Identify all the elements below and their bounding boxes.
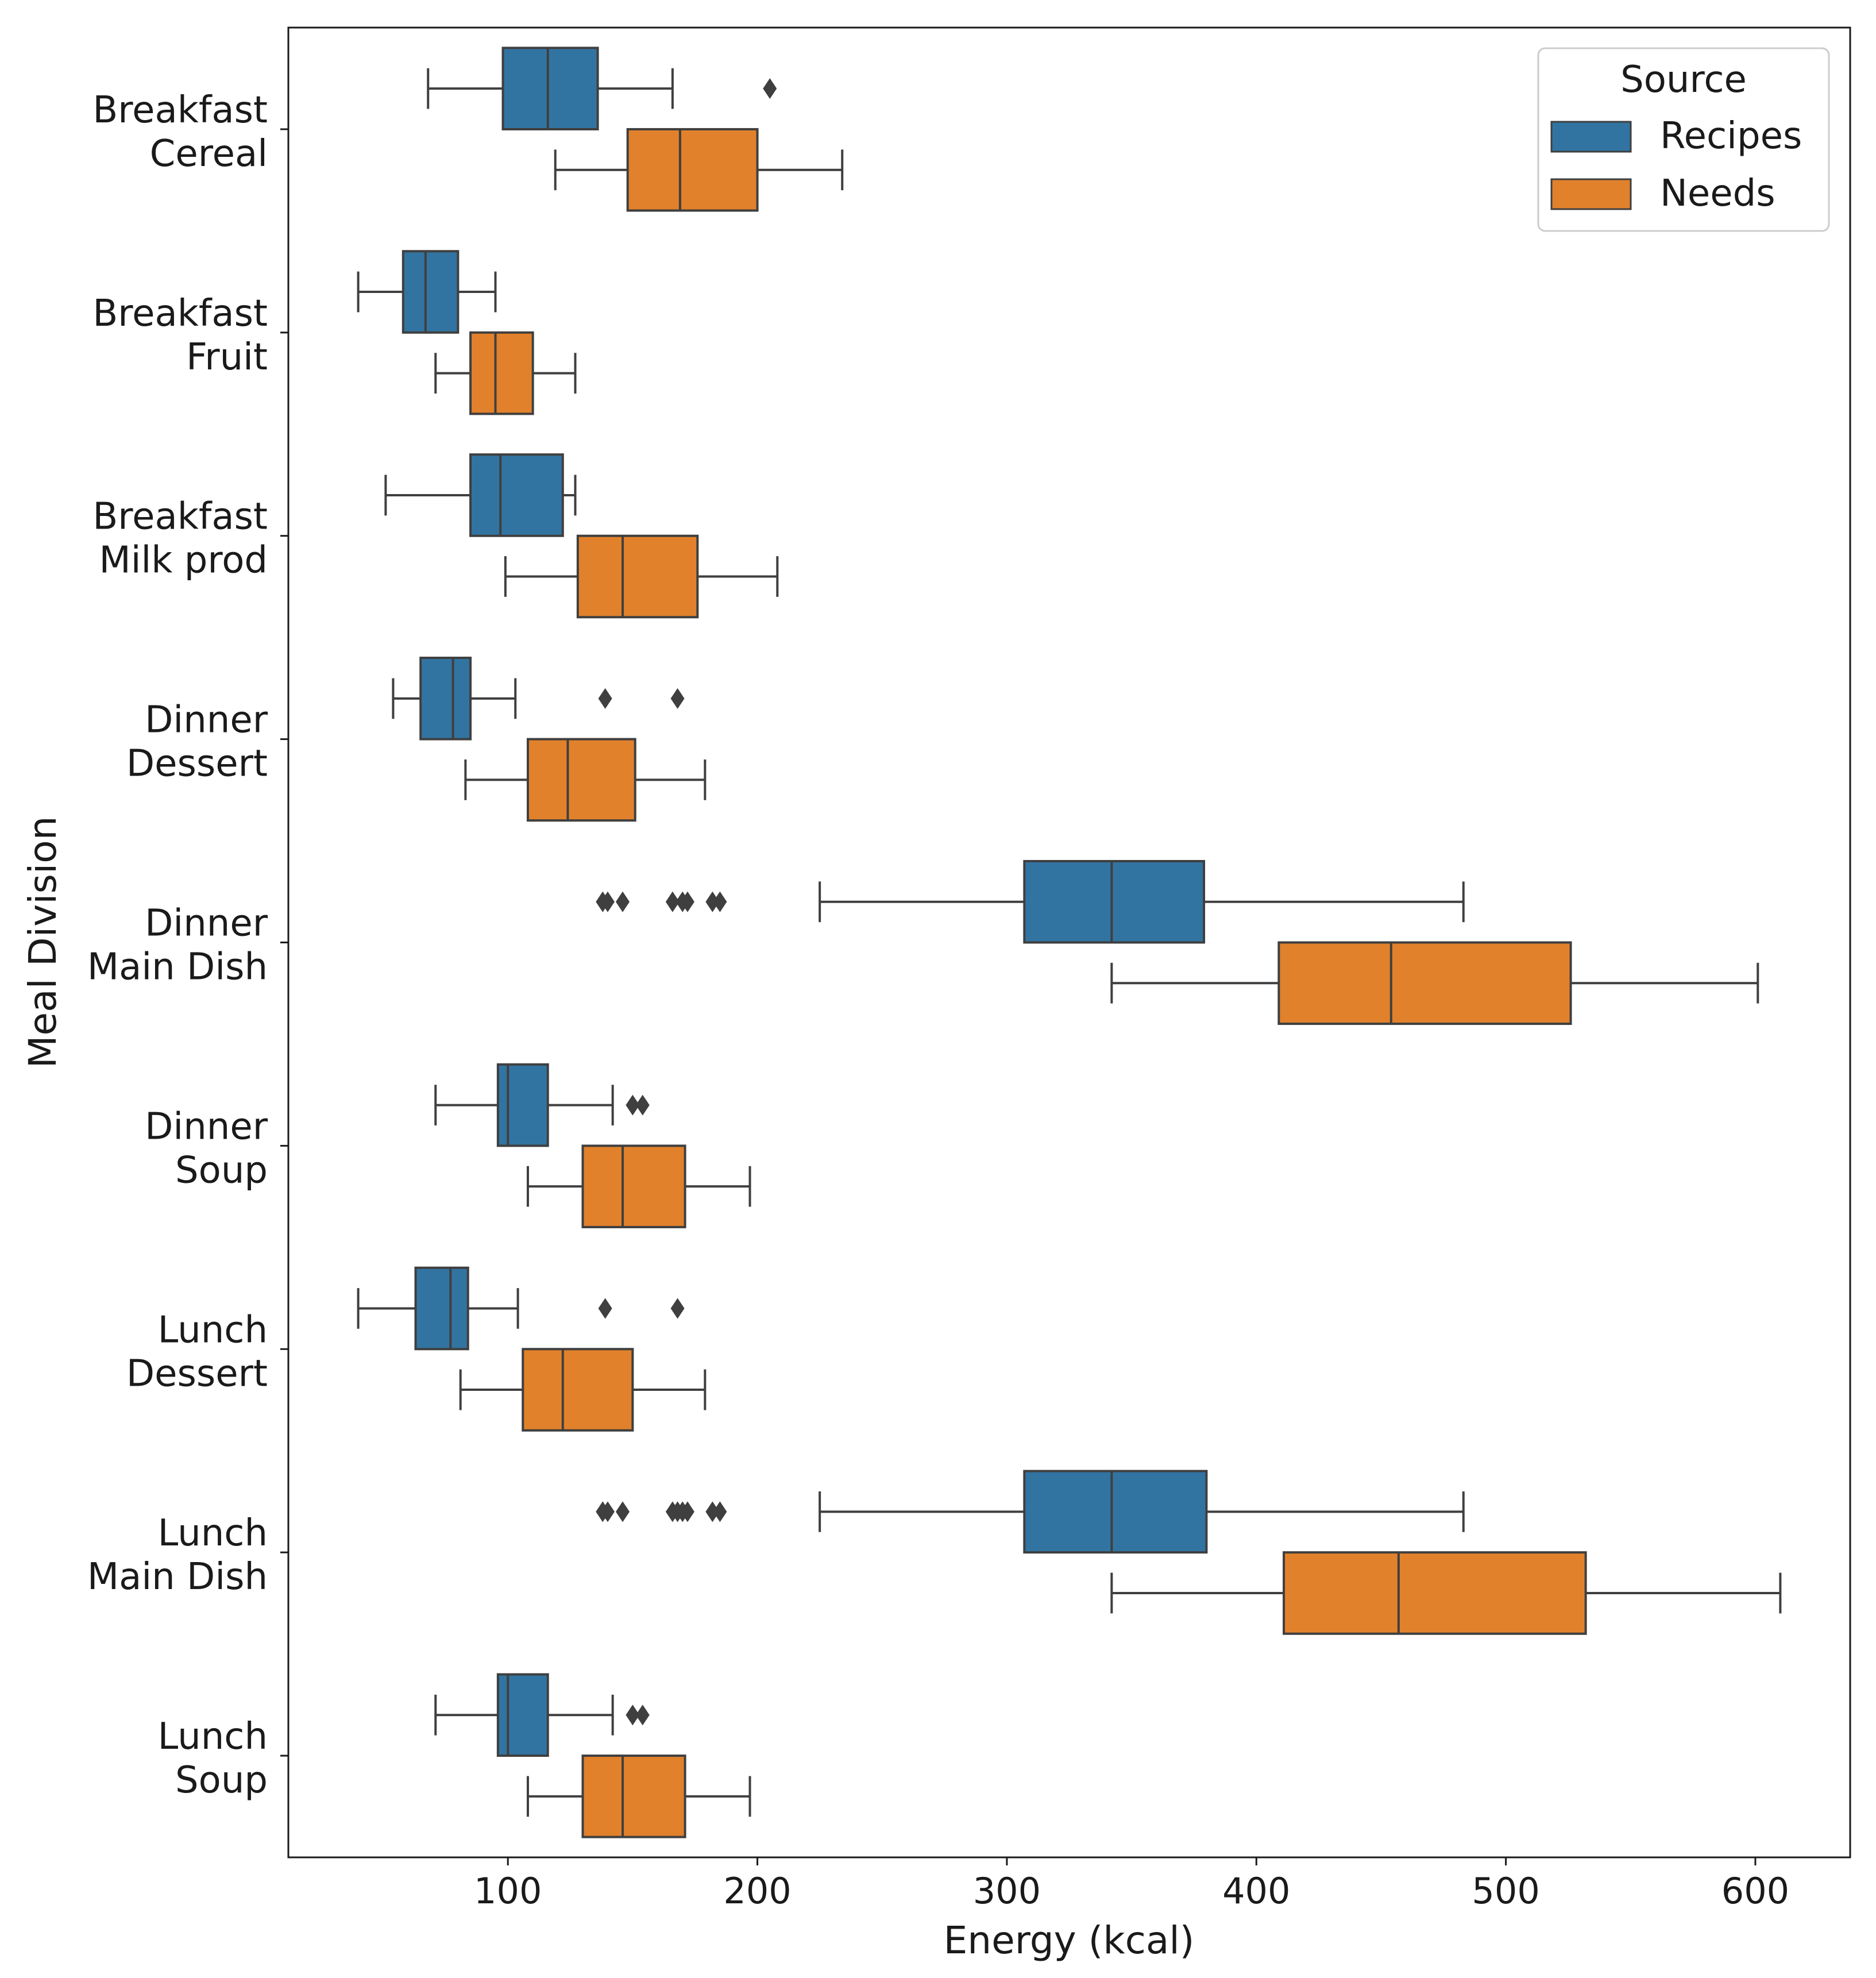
box-recipes-5 [434, 1063, 650, 1147]
box-iqr [576, 534, 699, 619]
box-iqr [496, 1673, 549, 1757]
category-label-line2: Main Dish [87, 1556, 268, 1598]
plot-area [357, 47, 1782, 1838]
category-label-line2: Dessert [126, 1352, 268, 1395]
box-iqr [469, 331, 534, 415]
category-label-line2: Cereal [150, 133, 268, 175]
outlier-point [680, 891, 694, 912]
box-iqr [1023, 859, 1206, 944]
outlier-point [713, 1501, 727, 1522]
category-label-line1: Breakfast [92, 292, 268, 335]
outlier-point [705, 1501, 720, 1522]
category-label-line1: Dinner [145, 1105, 268, 1148]
box-iqr [1283, 1551, 1587, 1635]
box-recipes-8 [434, 1673, 650, 1757]
category-label-line1: Lunch [158, 1715, 268, 1758]
outlier-point [670, 1298, 685, 1319]
box-iqr [402, 250, 460, 334]
box-iqr [581, 1144, 686, 1228]
category-label-line2: Soup [175, 1759, 268, 1802]
legend-swatch-needs [1550, 178, 1632, 210]
box-recipes-4 [596, 859, 1465, 944]
box-needs-8 [526, 1755, 751, 1838]
category-label-line1: Dinner [145, 699, 268, 742]
box-needs-0 [554, 128, 844, 212]
category-label-line2: Fruit [186, 336, 268, 379]
box-iqr [1023, 1470, 1208, 1554]
outlier-point [635, 1094, 650, 1116]
category-label-line2: Milk prod [99, 539, 268, 582]
outlier-point [600, 891, 615, 912]
y-axis-label: Meal Division [21, 816, 65, 1069]
box-needs-1 [434, 331, 577, 415]
outlier-point [626, 1705, 640, 1726]
x-tick-label-400: 400 [1222, 1870, 1290, 1912]
legend-label-needs: Needs [1660, 172, 1775, 215]
outlier-point [616, 1501, 630, 1522]
category-label-line1: Dinner [145, 903, 268, 945]
x-tick-label-600: 600 [1721, 1870, 1789, 1912]
category-label-line2: Main Dish [87, 946, 268, 989]
y-axis: BreakfastCerealBreakfastFruitBreakfastMi… [87, 89, 288, 1802]
legend: Source Recipes Needs [1537, 47, 1830, 232]
legend-label-recipes: Recipes [1660, 115, 1802, 157]
category-label-line2: Dessert [126, 743, 268, 785]
outlier-point [705, 891, 720, 912]
x-axis: 100 200 300 400 500 600 [474, 1857, 1789, 1912]
box-iqr [626, 128, 759, 212]
outlier-point [713, 891, 727, 912]
outlier-point [680, 1501, 694, 1522]
x-tick-label-100: 100 [474, 1870, 542, 1912]
x-tick-label-300: 300 [973, 1870, 1041, 1912]
box-needs-4 [1110, 941, 1759, 1025]
box-recipes-1 [357, 250, 497, 334]
box-iqr [501, 47, 599, 130]
outlier-point [616, 891, 630, 912]
outlier-point [670, 688, 685, 709]
box-iqr [414, 1266, 469, 1351]
outlier-point [598, 688, 612, 709]
box-needs-6 [459, 1348, 707, 1432]
x-axis-label: Energy (kcal) [944, 1918, 1195, 1962]
box-iqr [1277, 941, 1572, 1025]
box-iqr [419, 657, 472, 741]
category-label-line1: Breakfast [92, 89, 268, 132]
box-iqr [469, 453, 564, 537]
box-recipes-6 [357, 1266, 685, 1351]
outlier-point [763, 78, 777, 99]
category-label-line1: Lunch [158, 1309, 268, 1351]
outlier-point [635, 1705, 650, 1726]
box-needs-2 [504, 534, 779, 619]
box-recipes-7 [596, 1470, 1465, 1554]
category-label-line1: Lunch [158, 1512, 268, 1555]
box-recipes-0 [427, 47, 777, 130]
x-tick-label-500: 500 [1472, 1870, 1539, 1912]
category-label-line1: Breakfast [92, 496, 268, 538]
box-needs-5 [526, 1144, 751, 1228]
box-recipes-3 [392, 657, 685, 741]
box-iqr [496, 1063, 549, 1147]
x-tick-label-200: 200 [723, 1870, 791, 1912]
outlier-point [598, 1298, 612, 1319]
outlier-point [626, 1094, 640, 1116]
legend-swatch-recipes [1550, 121, 1632, 153]
box-recipes-2 [384, 453, 577, 537]
outlier-point [665, 891, 680, 912]
box-iqr [581, 1755, 686, 1838]
legend-title: Source [1620, 59, 1747, 101]
category-label-line2: Soup [175, 1149, 268, 1192]
outlier-point [600, 1501, 615, 1522]
box-needs-7 [1110, 1551, 1782, 1635]
box-iqr [522, 1348, 634, 1432]
box-iqr [526, 738, 636, 822]
box-needs-3 [464, 738, 707, 822]
